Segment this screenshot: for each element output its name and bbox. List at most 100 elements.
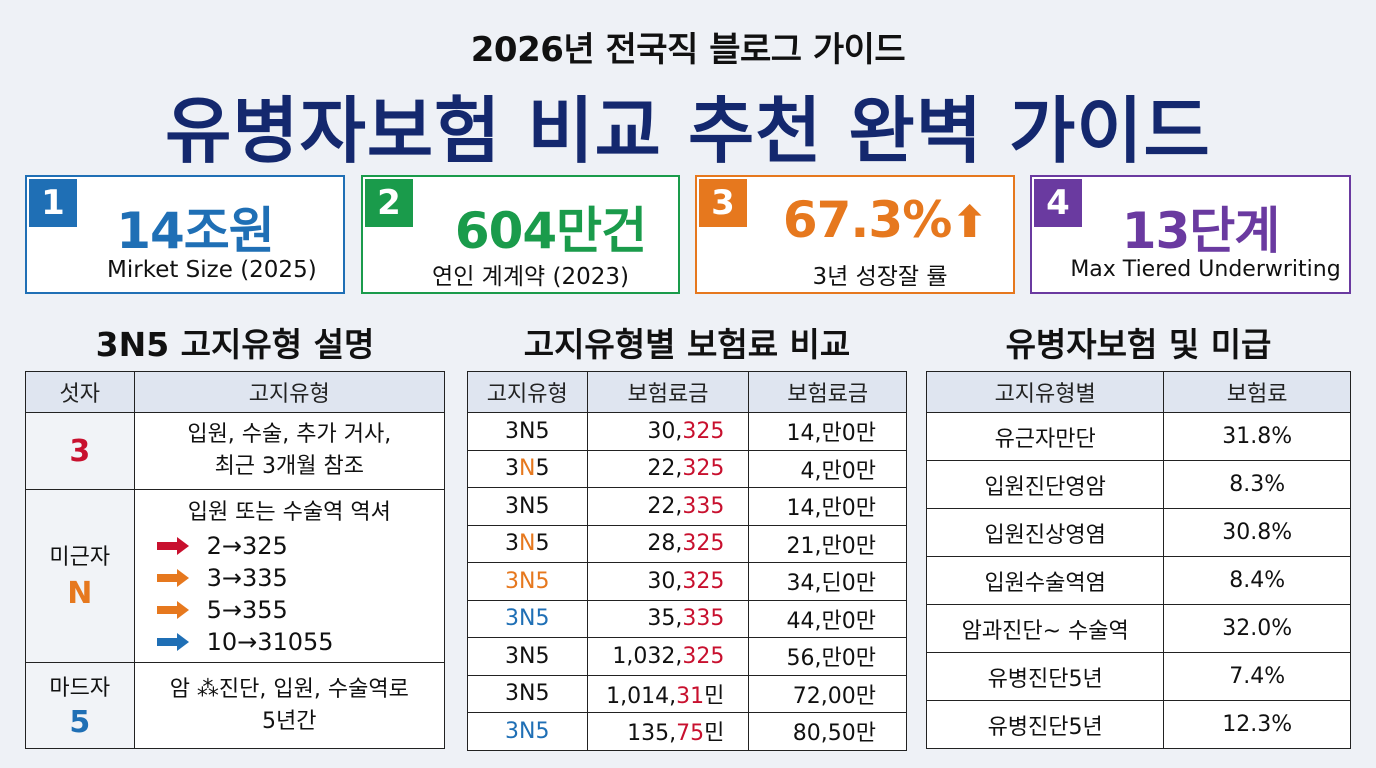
premium-comparison-table: 고지유형 보험료금 보험료금 3N5 30,325 14,만0만 3N5 22,325 4… [467, 371, 907, 751]
table-row: 3N5 30,325 34,딘0만 [467, 562, 907, 601]
rate-cell: 12.3% [1163, 700, 1351, 749]
premium-part: 31 [676, 683, 705, 709]
table-header: 섯자 [25, 371, 135, 413]
premium-part: 30, [647, 568, 683, 594]
stat-value: 14조원 [116, 202, 275, 260]
stat-value-text: 67.3% [782, 191, 952, 249]
type-cell: 3N5 [467, 412, 588, 451]
type-char: 3 [505, 456, 520, 482]
premium-part: 75 [676, 721, 705, 747]
type-text: 3N5 [505, 718, 550, 744]
premium-cell-2: 14,만0만 [748, 487, 907, 526]
type-char: 5 [535, 456, 550, 482]
row-key-5: 5 [69, 704, 91, 740]
type-cell: 3N5 [467, 674, 588, 713]
category-cell: 유병진단5년 [925, 652, 1165, 701]
premium-part: 30, [647, 418, 683, 444]
list-item: 10→31055 [135, 626, 444, 658]
stat-number-badge: 1 [29, 179, 77, 227]
type-cell: 3N5 [467, 487, 588, 526]
row-key-cell: 미근자 N [25, 489, 135, 663]
type-text: 3N5 [505, 568, 550, 594]
premium-cell-2: 4,만0만 [748, 449, 907, 488]
stat-value: 13단계 [1121, 202, 1281, 260]
row-desc-cell: 암 ⁂진단, 입원, 수술역로 5년간 [133, 662, 446, 749]
type-text: 3N5 [505, 681, 550, 707]
premium-cell-2: 14,만0만 [748, 412, 907, 451]
category-cell: 입원진단영암 [925, 460, 1165, 509]
section-title-rates: 유병자보험 및 미급 [1005, 325, 1272, 364]
row-key-cell: 마드자 5 [25, 662, 135, 749]
type-text: 3N5 [505, 493, 550, 519]
stat-label: Mirket Size (2025) [107, 257, 317, 283]
premium-part: 325 [682, 643, 725, 669]
row-desc-heading: 입원 또는 수술역 역셔 [187, 500, 391, 525]
premium-cell-2: 72,00만 [748, 674, 907, 713]
stat-number-badge: 2 [365, 179, 413, 227]
category-cell: 유근자만단 [925, 412, 1165, 461]
row-desc-cell: 입원, 수술, 추가 거사, 최근 3개월 참조 [133, 412, 446, 490]
disclosure-type-table: 섯자 고지유형 3 입원, 수술, 추가 거사, 최근 3개월 참조 미근자 N… [25, 371, 446, 749]
premium-part: 1,014, [606, 683, 677, 709]
premium-part: 28, [647, 531, 683, 557]
type-char: 5 [535, 531, 550, 557]
type-char: N [519, 456, 536, 482]
table-header: 고지유형별 [925, 371, 1165, 413]
rate-cell: 8.4% [1163, 556, 1351, 605]
list-item: 3→335 [135, 562, 444, 594]
stat-label: 연인 계계약 (2023) [432, 264, 629, 290]
table-header: 보험료금 [586, 371, 750, 413]
premium-cell: 22,335 [586, 487, 750, 526]
premium-part: 325 [682, 418, 725, 444]
type-cell: 3N5 [467, 637, 588, 676]
premium-part: 1,032, [612, 643, 683, 669]
table-row: 3N5 22,335 14,만0만 [467, 487, 907, 526]
table-row: 입원진단영암 8.3% [925, 460, 1351, 509]
type-text: 3N5 [505, 606, 550, 632]
row-key-n: N [67, 576, 93, 611]
stat-card-growth: 3 67.3%⬆ 3년 성장잘 률 [695, 175, 1015, 294]
arrow-right-icon [156, 601, 191, 619]
type-cell: 3N5 [467, 449, 588, 488]
row-key-label: 마드자 [49, 675, 111, 701]
type-text: 3N5 [505, 643, 550, 669]
premium-cell-2: 21,만0만 [748, 524, 907, 563]
table-row: 유병진단5년 7.4% [925, 652, 1351, 701]
list-item-text: 5→355 [206, 596, 288, 624]
premium-cell: 135,75민 [586, 712, 750, 751]
row-desc-line: 입원, 수술, 추가 거사, [187, 422, 392, 447]
row-desc-line: 5년간 [262, 708, 317, 734]
stat-number-badge: 4 [1034, 179, 1082, 227]
arrow-right-icon [156, 569, 191, 587]
premium-cell: 28,325 [586, 524, 750, 563]
type-cell: 3N5 [467, 599, 588, 638]
arrow-up-icon: ⬆ [951, 197, 988, 248]
premium-cell: 30,325 [586, 562, 750, 601]
arrow-right-icon [156, 537, 191, 555]
stat-label: 3년 성장잘 률 [812, 264, 948, 290]
rate-table-body: 유근자만단 31.8% 입원진단영암 8.3% 입원진상영염 30.8% 입원수술역염 8.4… [925, 412, 1351, 749]
premium-cell-2: 34,딘0만 [748, 562, 907, 601]
list-item-text: 3→335 [206, 564, 288, 592]
table-row: 3N5 135,75민 80,50만 [467, 712, 907, 751]
table-row: 3N5 22,325 4,만0만 [467, 449, 907, 488]
row-desc-line: 암 ⁂진단, 입원, 수술역로 [169, 676, 409, 702]
page-subtitle: 2026년 전국직 블로그 가이드 [470, 30, 906, 70]
premium-cell: 35,335 [586, 599, 750, 638]
stat-value: 67.3%⬆ [697, 191, 1013, 249]
row-key-3: 3 [69, 433, 91, 469]
section-title-disclosure: 3N5 고지유형 설명 [95, 325, 375, 364]
table-header: 고지유형 [133, 371, 446, 413]
rate-table: 고지유형별 보험료 유근자만단 31.8% 입원진단영암 8.3% 입원진상영염 30.8… [925, 371, 1351, 749]
type-char: N [519, 531, 536, 557]
table-row: 3N5 1,032,325 56,만0만 [467, 637, 907, 676]
premium-part: 35, [647, 606, 683, 632]
stat-card-market-size: 1 14조원 Mirket Size (2025) [25, 175, 345, 294]
premium-part: 22, [647, 456, 683, 482]
premium-part: 22, [647, 493, 683, 519]
premium-part: 335 [682, 493, 725, 519]
stat-card-underwriting: 4 13단계 Max Tiered Underwriting [1030, 175, 1351, 294]
premium-part: 335 [682, 606, 725, 632]
table-row: 유병진단5년 12.3% [925, 700, 1351, 749]
row-desc-cell: 입원 또는 수술역 역셔 2→325 3→335 5→355 10→31055 [133, 489, 446, 663]
